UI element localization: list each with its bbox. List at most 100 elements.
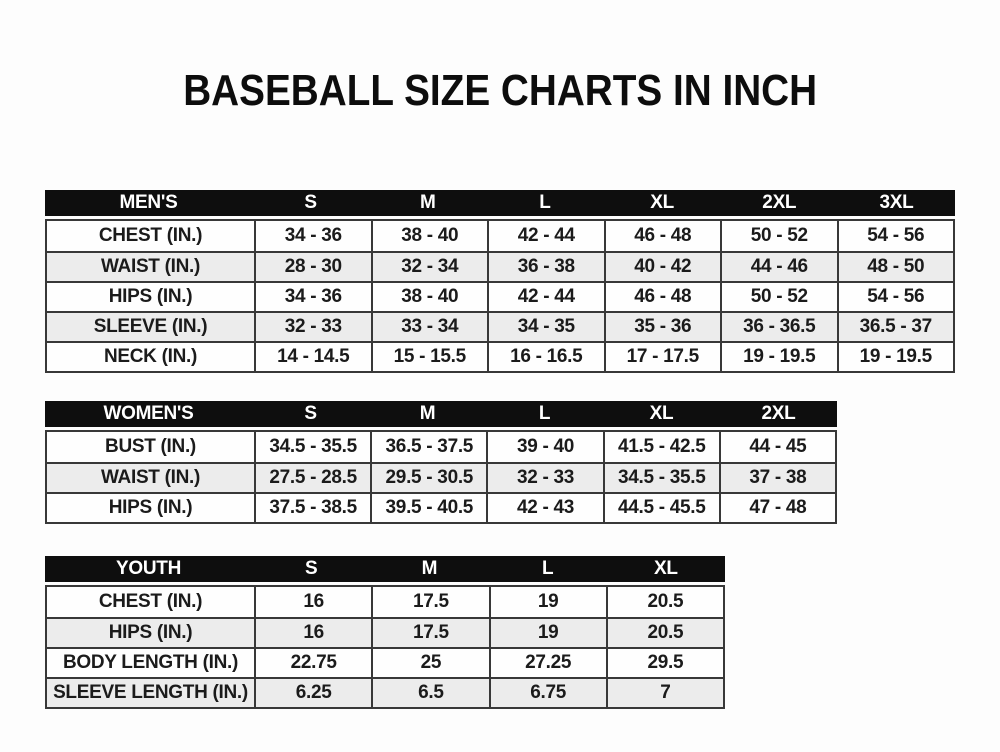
- size-value-cell: 50 - 52: [720, 221, 837, 251]
- table-group-title: YOUTH: [115, 558, 181, 579]
- size-column-header: M: [419, 403, 436, 424]
- table-row: BODY LENGTH (IN.) 22.75 25 27.25 29.5: [47, 647, 723, 677]
- table-row: SLEEVE LENGTH (IN.) 6.25 6.5 6.75 7: [47, 677, 723, 707]
- page-title: BASEBALL SIZE CHARTS IN INCH: [0, 66, 1000, 116]
- size-value-cell: 27.5 - 28.5: [254, 464, 370, 492]
- size-value-cell: 50 - 52: [720, 283, 837, 311]
- size-value-cell: 17.5: [371, 587, 488, 617]
- size-value-cell: 27.25: [488, 649, 606, 677]
- table-row: WAIST (IN.) 27.5 - 28.5 29.5 - 30.5 32 - 33…: [47, 462, 835, 492]
- size-value-cell: 54 - 56: [836, 221, 954, 251]
- size-value-cell: 32 - 34: [370, 253, 488, 281]
- size-value-cell: 15 - 15.5: [370, 343, 488, 371]
- measure-label-cell: SLEEVE (IN.): [93, 316, 208, 337]
- table-row: HIPS (IN.) 34 - 36 38 - 40 42 - 44 46 - 48 50…: [47, 281, 953, 311]
- size-value-cell: 38 - 40: [370, 283, 488, 311]
- size-value-cell: 20.5: [605, 587, 723, 617]
- size-value-cell: 19 - 19.5: [720, 343, 837, 371]
- table-row: NECK (IN.) 14 - 14.5 15 - 15.5 16 - 16.5 17 …: [47, 341, 953, 371]
- size-value-cell: 44 - 45: [718, 432, 835, 462]
- size-value-cell: 34.5 - 35.5: [602, 464, 719, 492]
- size-value-cell: 34 - 36: [254, 221, 371, 251]
- size-value-cell: 19: [488, 619, 606, 647]
- size-value-cell: 17.5: [371, 619, 488, 647]
- size-value-cell: 38 - 40: [370, 221, 488, 251]
- size-column-header: XL: [650, 192, 674, 213]
- size-value-cell: 36.5 - 37.5: [370, 432, 486, 462]
- measure-label-cell: BUST (IN.): [105, 436, 196, 457]
- size-column-header: 3XL: [879, 192, 914, 213]
- size-value-cell: 14 - 14.5: [254, 343, 371, 371]
- size-value-cell: 36.5 - 37: [836, 313, 954, 341]
- size-column-header: M: [421, 558, 438, 579]
- size-value-cell: 16: [254, 619, 371, 647]
- size-column-header: L: [541, 558, 554, 579]
- size-value-cell: 42 - 43: [486, 494, 602, 522]
- size-value-cell: 25: [371, 649, 488, 677]
- size-value-cell: 44 - 46: [720, 253, 837, 281]
- measure-label-cell: WAIST (IN.): [100, 467, 201, 488]
- size-column-header: 2XL: [762, 192, 797, 213]
- measure-label-cell: NECK (IN.): [103, 346, 198, 367]
- size-column-header: L: [539, 192, 551, 213]
- table-row: WAIST (IN.) 28 - 30 32 - 34 36 - 38 40 - 42 4…: [47, 251, 953, 281]
- size-value-cell: 6.25: [254, 679, 371, 707]
- size-value-cell: 39.5 - 40.5: [370, 494, 486, 522]
- size-value-cell: 42 - 44: [487, 221, 604, 251]
- youth-table-body: CHEST (IN.) 16 17.5 19 20.5 HIPS (IN.) 16 17.5 1…: [45, 585, 725, 709]
- size-value-cell: 34 - 36: [254, 283, 371, 311]
- size-column-header: XL: [649, 403, 674, 424]
- size-value-cell: 34 - 35: [487, 313, 604, 341]
- youth-table-header: YOUTH S M L XL: [45, 556, 725, 582]
- womens-table-header: WOMEN'S S M L XL 2XL: [45, 401, 837, 427]
- size-value-cell: 17 - 17.5: [603, 343, 721, 371]
- size-value-cell: 19: [488, 587, 606, 617]
- size-value-cell: 29.5: [605, 649, 723, 677]
- size-value-cell: 37.5 - 38.5: [254, 494, 370, 522]
- size-value-cell: 19 - 19.5: [836, 343, 954, 371]
- size-value-cell: 6.75: [488, 679, 606, 707]
- size-value-cell: 37 - 38: [718, 464, 835, 492]
- size-value-cell: 42 - 44: [487, 283, 604, 311]
- size-value-cell: 22.75: [254, 649, 371, 677]
- size-column-header: M: [419, 192, 436, 213]
- size-value-cell: 32 - 33: [486, 464, 602, 492]
- size-value-cell: 40 - 42: [603, 253, 721, 281]
- page-title-text: BASEBALL SIZE CHARTS IN INCH: [183, 66, 817, 115]
- measure-label-cell: CHEST (IN.): [98, 591, 203, 612]
- table-group-title: WOMEN'S: [103, 403, 194, 424]
- size-value-cell: 44.5 - 45.5: [602, 494, 719, 522]
- table-row: HIPS (IN.) 37.5 - 38.5 39.5 - 40.5 42 - 43 4…: [47, 492, 835, 522]
- table-row: HIPS (IN.) 16 17.5 19 20.5: [47, 617, 723, 647]
- size-value-cell: 39 - 40: [486, 432, 602, 462]
- table-row: CHEST (IN.) 16 17.5 19 20.5: [47, 587, 723, 617]
- size-column-header: L: [538, 403, 551, 424]
- mens-size-table: MEN'S S M L XL 2XL 3XL CHEST (IN.) 34 - 36 38 - …: [45, 190, 955, 373]
- mens-table-body: CHEST (IN.) 34 - 36 38 - 40 42 - 44 46 - 48 5…: [45, 219, 955, 373]
- size-value-cell: 28 - 30: [254, 253, 371, 281]
- size-value-cell: 6.5: [371, 679, 488, 707]
- size-column-header: 2XL: [761, 403, 796, 424]
- size-column-header: XL: [654, 558, 678, 579]
- size-value-cell: 41.5 - 42.5: [602, 432, 719, 462]
- size-value-cell: 47 - 48: [718, 494, 835, 522]
- size-value-cell: 35 - 36: [603, 313, 721, 341]
- mens-table-header: MEN'S S M L XL 2XL 3XL: [45, 190, 955, 216]
- size-value-cell: 16: [254, 587, 371, 617]
- table-row: CHEST (IN.) 34 - 36 38 - 40 42 - 44 46 - 48 5…: [47, 221, 953, 251]
- size-value-cell: 20.5: [605, 619, 723, 647]
- size-value-cell: 32 - 33: [254, 313, 371, 341]
- size-column-header: S: [304, 403, 317, 424]
- measure-label-cell: HIPS (IN.): [108, 286, 193, 307]
- measure-label-cell: BODY LENGTH (IN.): [62, 652, 239, 673]
- womens-size-table: WOMEN'S S M L XL 2XL BUST (IN.) 34.5 - 35.5 36.…: [45, 401, 837, 524]
- measure-label-cell: CHEST (IN.): [98, 225, 203, 246]
- size-value-cell: 7: [605, 679, 723, 707]
- measure-label-cell: HIPS (IN.): [108, 497, 193, 518]
- womens-table-body: BUST (IN.) 34.5 - 35.5 36.5 - 37.5 39 - 40 4…: [45, 430, 837, 524]
- measure-label-cell: HIPS (IN.): [108, 622, 193, 643]
- size-value-cell: 46 - 48: [603, 221, 721, 251]
- size-value-cell: 46 - 48: [603, 283, 721, 311]
- size-value-cell: 29.5 - 30.5: [370, 464, 486, 492]
